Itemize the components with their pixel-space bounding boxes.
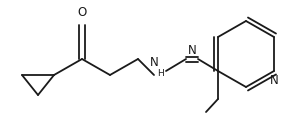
Text: N: N xyxy=(188,44,197,56)
Text: N: N xyxy=(150,56,158,70)
Text: O: O xyxy=(77,6,87,19)
Text: N: N xyxy=(270,73,278,87)
Text: H: H xyxy=(158,70,164,78)
